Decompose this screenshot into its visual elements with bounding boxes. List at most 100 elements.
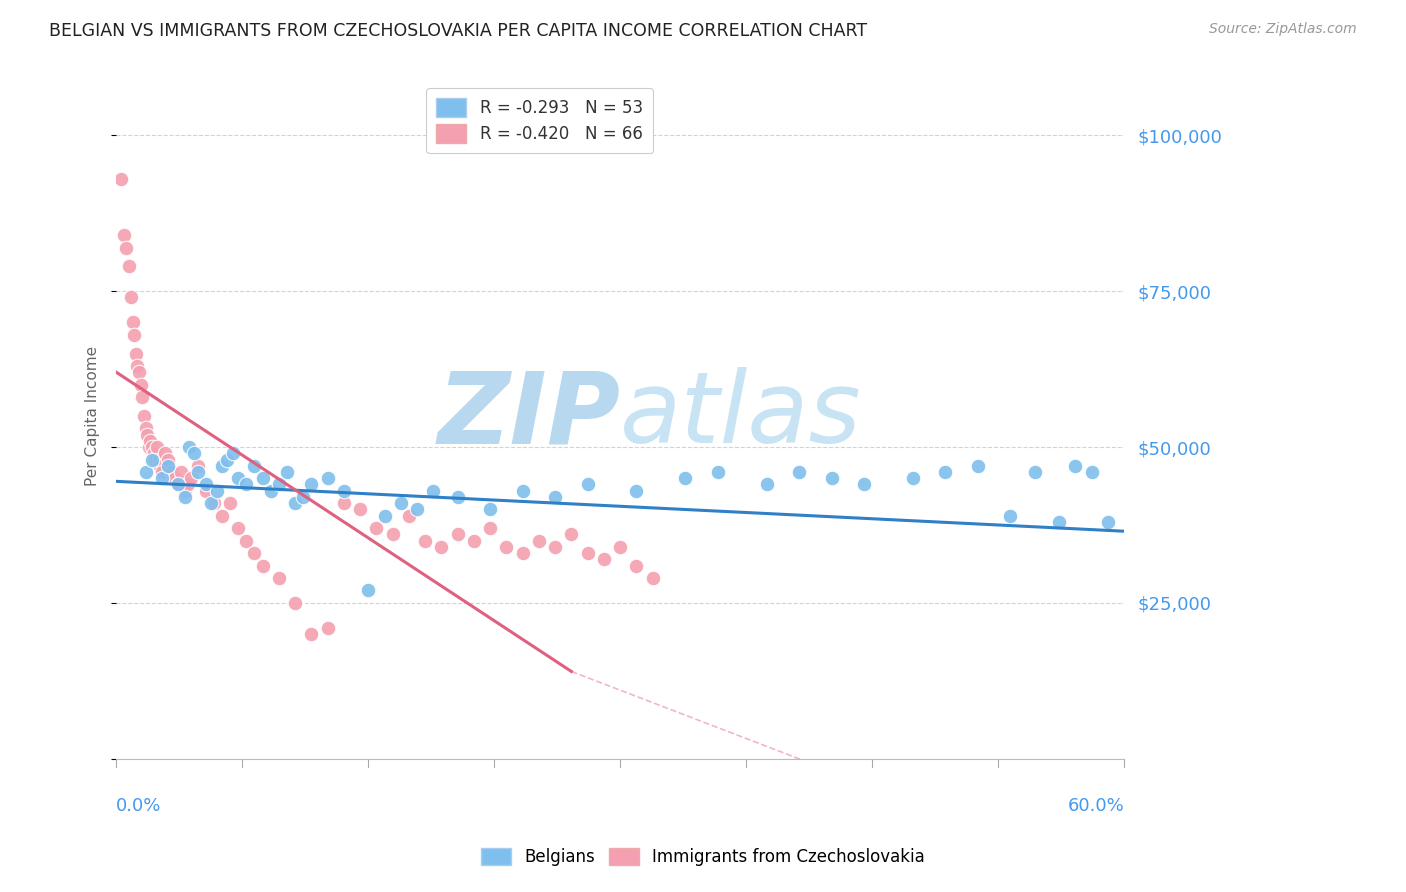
Point xyxy=(267,571,290,585)
Point xyxy=(243,458,266,473)
Point xyxy=(641,571,664,585)
Y-axis label: Per Capita Income: Per Capita Income xyxy=(86,346,100,486)
Point xyxy=(170,465,193,479)
Point xyxy=(138,440,160,454)
Point xyxy=(292,490,315,504)
Point xyxy=(267,477,290,491)
Point xyxy=(479,521,502,535)
Point xyxy=(626,483,648,498)
Point xyxy=(153,446,176,460)
Point xyxy=(299,627,322,641)
Point xyxy=(333,496,356,510)
Point xyxy=(284,596,307,610)
Point xyxy=(120,290,142,304)
Point xyxy=(194,483,217,498)
Point xyxy=(260,483,283,498)
Point xyxy=(853,477,876,491)
Text: 0.0%: 0.0% xyxy=(117,797,162,814)
Legend: R = -0.293   N = 53, R = -0.420   N = 66: R = -0.293 N = 53, R = -0.420 N = 66 xyxy=(426,88,652,153)
Text: Source: ZipAtlas.com: Source: ZipAtlas.com xyxy=(1209,22,1357,37)
Point xyxy=(422,483,444,498)
Point xyxy=(112,228,135,243)
Point xyxy=(149,458,172,473)
Legend: Belgians, Immigrants from Czechoslovakia: Belgians, Immigrants from Czechoslovakia xyxy=(475,841,931,873)
Text: 60.0%: 60.0% xyxy=(1067,797,1125,814)
Point xyxy=(163,471,186,485)
Point xyxy=(820,471,842,485)
Point xyxy=(110,172,132,186)
Point xyxy=(576,546,599,560)
Point xyxy=(139,434,162,448)
Point xyxy=(141,440,163,454)
Point xyxy=(576,477,599,491)
Point xyxy=(333,483,356,498)
Text: BELGIAN VS IMMIGRANTS FROM CZECHOSLOVAKIA PER CAPITA INCOME CORRELATION CHART: BELGIAN VS IMMIGRANTS FROM CZECHOSLOVAKI… xyxy=(49,22,868,40)
Point xyxy=(179,440,201,454)
Text: atlas: atlas xyxy=(620,368,862,465)
Point xyxy=(173,483,195,498)
Point xyxy=(1047,515,1070,529)
Point xyxy=(430,540,453,554)
Point xyxy=(1064,458,1087,473)
Point xyxy=(389,496,412,510)
Point xyxy=(125,346,148,360)
Point xyxy=(148,452,170,467)
Point xyxy=(132,409,155,423)
Point xyxy=(135,421,157,435)
Point xyxy=(560,527,582,541)
Point xyxy=(934,465,956,479)
Point xyxy=(544,490,567,504)
Point xyxy=(157,458,180,473)
Point xyxy=(512,483,534,498)
Point xyxy=(141,452,163,467)
Point xyxy=(901,471,924,485)
Point xyxy=(129,377,152,392)
Point xyxy=(527,533,550,548)
Point xyxy=(200,496,222,510)
Point xyxy=(1000,508,1022,523)
Point xyxy=(157,452,180,467)
Point xyxy=(373,508,395,523)
Point xyxy=(202,496,225,510)
Point xyxy=(211,458,233,473)
Point xyxy=(194,477,217,491)
Point xyxy=(187,465,209,479)
Point xyxy=(299,477,322,491)
Point xyxy=(167,477,190,491)
Point xyxy=(755,477,778,491)
Point xyxy=(447,490,470,504)
Point xyxy=(463,533,485,548)
Point xyxy=(128,365,150,379)
Point xyxy=(136,427,159,442)
Point xyxy=(479,502,502,516)
Point xyxy=(593,552,616,566)
Point xyxy=(381,527,404,541)
Point xyxy=(150,465,173,479)
Point xyxy=(1024,465,1046,479)
Point xyxy=(222,446,245,460)
Point xyxy=(142,446,165,460)
Point xyxy=(609,540,631,554)
Point xyxy=(544,540,567,554)
Point xyxy=(276,465,298,479)
Point xyxy=(205,483,228,498)
Text: ZIP: ZIP xyxy=(437,368,620,465)
Point xyxy=(215,452,238,467)
Point xyxy=(226,521,249,535)
Point xyxy=(406,502,429,516)
Point xyxy=(211,508,233,523)
Point xyxy=(180,471,202,485)
Point xyxy=(398,508,420,523)
Point xyxy=(1097,515,1119,529)
Point xyxy=(967,458,990,473)
Point xyxy=(235,533,257,548)
Point xyxy=(447,527,470,541)
Point xyxy=(226,471,249,485)
Point xyxy=(252,558,274,573)
Point xyxy=(187,458,209,473)
Point xyxy=(122,327,145,342)
Point xyxy=(252,471,274,485)
Point xyxy=(413,533,436,548)
Point xyxy=(131,390,153,404)
Point xyxy=(219,496,242,510)
